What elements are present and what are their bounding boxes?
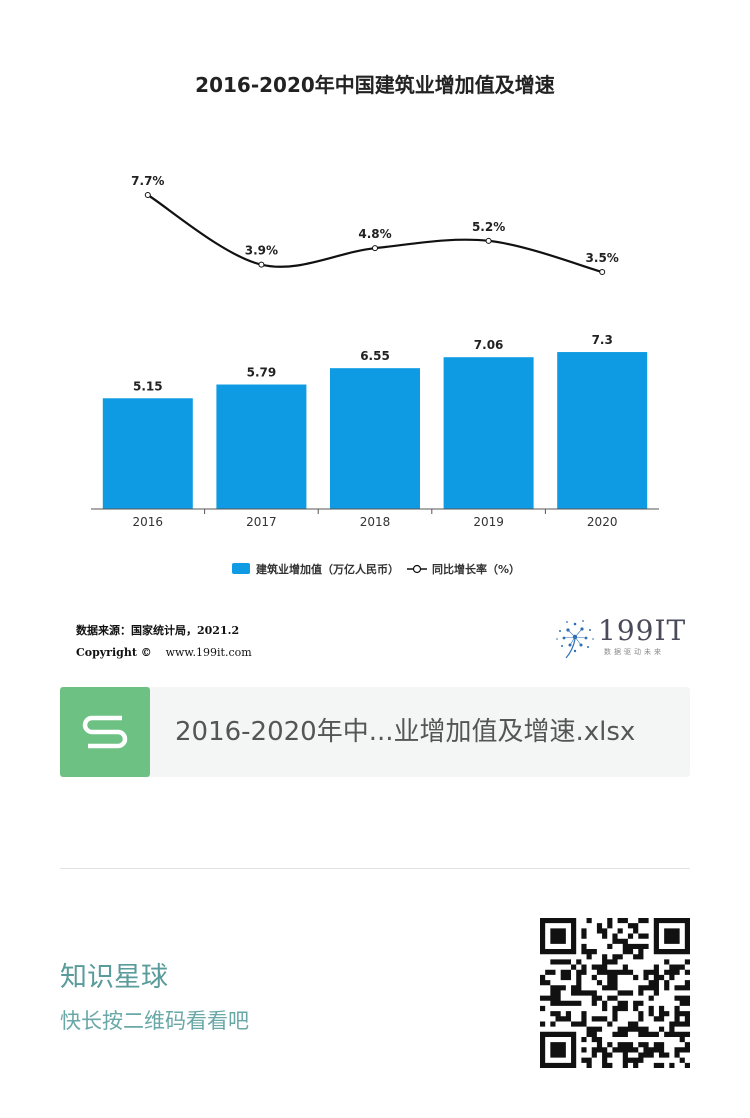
line-point-2018 bbox=[372, 245, 378, 252]
bar-label-2016: 5.15 bbox=[133, 379, 163, 393]
logo-199it: 199IT 数据驱动未来 bbox=[552, 614, 692, 660]
bar-2020 bbox=[557, 352, 648, 509]
x-tick-label-2020: 2020 bbox=[587, 515, 618, 529]
footer-subtitle: 快长按二维码看看吧 bbox=[60, 1009, 249, 1033]
line-point-2019 bbox=[485, 237, 492, 244]
chart-title: 2016-2020年中国建筑业增加值及增速 bbox=[195, 73, 555, 97]
legend-bar-label: 建筑业增加值（万亿人民币） bbox=[256, 562, 399, 576]
legend: 建筑业增加值（万亿人民币） 同比增长率（%） bbox=[232, 562, 520, 576]
line-label-2019: 5.2% bbox=[472, 220, 505, 234]
bar-2016 bbox=[102, 398, 193, 509]
source-text: 数据来源：国家统计局，2021.2 bbox=[76, 624, 240, 637]
file-attachment-card[interactable]: 2016-2020年中...业增加值及增速.xlsx bbox=[60, 687, 690, 777]
qr-modules bbox=[540, 918, 690, 1068]
line-point-2016 bbox=[144, 192, 151, 198]
file-name[interactable]: 2016-2020年中...业增加值及增速.xlsx bbox=[175, 717, 636, 747]
bar-label-2020: 7.3 bbox=[592, 333, 613, 347]
divider bbox=[60, 868, 690, 869]
line-label-2017: 3.9% bbox=[245, 244, 278, 258]
line-label-2020: 3.5% bbox=[586, 251, 619, 265]
source-url: www.199it.com bbox=[165, 646, 252, 659]
source-note: 数据来源：国家统计局，2021.2 Copyright © www.199it.… bbox=[76, 620, 252, 664]
bar-label-2018: 6.55 bbox=[360, 349, 390, 363]
x-tick-label-2016: 2016 bbox=[133, 515, 164, 529]
bar-2019 bbox=[443, 357, 534, 509]
bar-label-2017: 5.79 bbox=[247, 366, 277, 380]
logo-brand: 199IT bbox=[598, 614, 687, 647]
dandelion-logo-icon bbox=[556, 620, 594, 659]
x-tick-label-2019: 2019 bbox=[473, 515, 504, 529]
footer-title: 知识星球 bbox=[60, 962, 168, 993]
x-tick-label-2018: 2018 bbox=[360, 515, 391, 529]
chart: 2016-2020年中国建筑业增加值及增速 5.15 5.79 6.55 7.06 7.… bbox=[91, 73, 659, 576]
copyright-row: Copyright © www.199it.com bbox=[76, 642, 252, 664]
legend-line-marker bbox=[412, 564, 422, 574]
bar-2017 bbox=[216, 384, 307, 509]
line-label-2018: 4.8% bbox=[358, 227, 391, 241]
line-point-2017 bbox=[258, 261, 265, 268]
line-point-2020 bbox=[599, 269, 606, 275]
copyright-text: Copyright © bbox=[76, 646, 152, 659]
qr-code-icon[interactable] bbox=[540, 918, 690, 1068]
logo-tagline: 数据驱动未来 bbox=[604, 648, 664, 656]
legend-bar-swatch bbox=[232, 563, 250, 574]
legend-line-label: 同比增长率（%） bbox=[432, 562, 520, 576]
spreadsheet-s-icon bbox=[60, 687, 150, 777]
x-tick-label-2017: 2017 bbox=[246, 515, 277, 529]
bar-label-2019: 7.06 bbox=[474, 338, 504, 352]
bar-2018 bbox=[330, 368, 420, 509]
line-label-2016: 7.7% bbox=[131, 174, 164, 188]
